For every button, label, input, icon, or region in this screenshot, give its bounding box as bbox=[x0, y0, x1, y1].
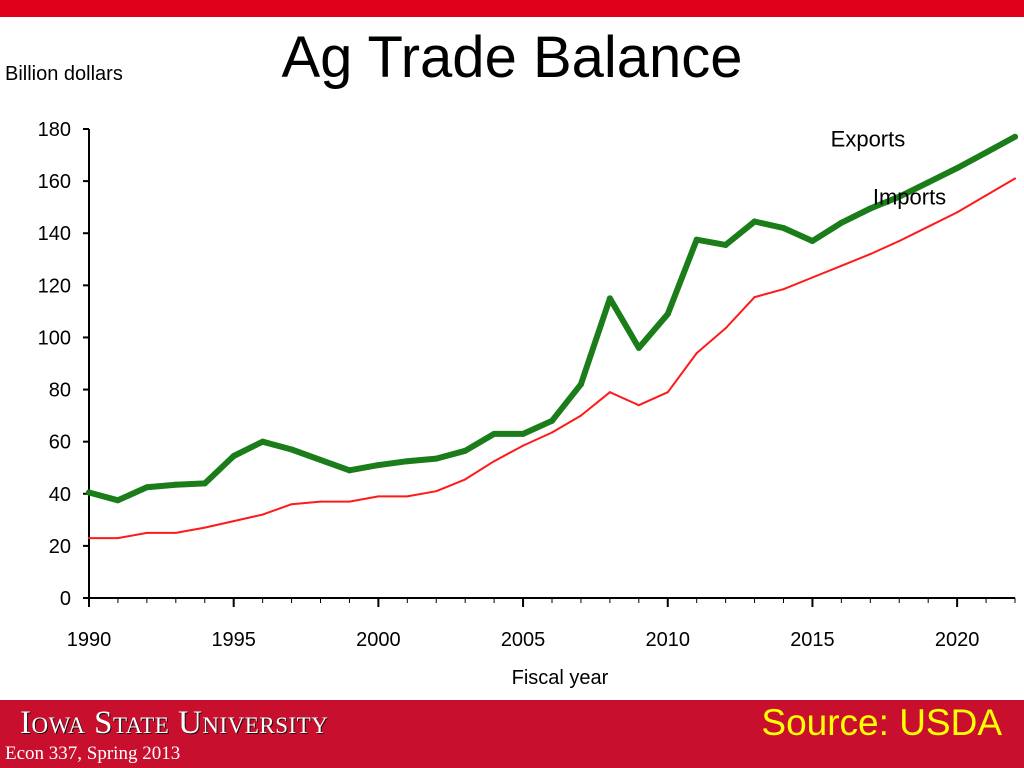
exports-point bbox=[462, 447, 469, 454]
imports-point bbox=[116, 537, 119, 540]
x-tick-label: 1995 bbox=[211, 629, 256, 651]
slide-title: Ag Trade Balance bbox=[281, 25, 743, 90]
y-tick-label: 160 bbox=[38, 171, 71, 193]
imports-point bbox=[232, 520, 235, 523]
x-tick-label: 2020 bbox=[935, 629, 980, 651]
imports-point bbox=[985, 194, 988, 197]
imports-point bbox=[261, 513, 264, 516]
x-tick-label: 1990 bbox=[67, 629, 112, 651]
top-accent-bar bbox=[0, 0, 1024, 17]
exports-point bbox=[577, 381, 584, 388]
imports-point bbox=[724, 327, 727, 330]
source-label: Source: USDA bbox=[761, 702, 1002, 743]
imports-point bbox=[493, 460, 496, 463]
y-tick-label: 80 bbox=[49, 380, 71, 402]
exports-point bbox=[1012, 133, 1018, 140]
exports-point bbox=[983, 149, 990, 156]
exports-point bbox=[954, 165, 961, 172]
trade-balance-chart: 0 20 40 60 80 100 120 140 160 180 1990 1995 2000 2005… bbox=[5, 63, 1018, 689]
exports-point bbox=[896, 193, 903, 200]
imports-point bbox=[956, 211, 959, 214]
footer-bar: Iowa State University Econ 337, Spring 2… bbox=[0, 700, 1024, 768]
exports-point bbox=[288, 446, 295, 453]
imports-point bbox=[551, 431, 553, 434]
x-tick-label: 2010 bbox=[646, 629, 691, 651]
imports-point bbox=[869, 253, 872, 256]
imports-point bbox=[377, 495, 380, 498]
imports-point bbox=[637, 404, 640, 407]
university-wordmark: Iowa State University bbox=[20, 705, 329, 741]
imports-point bbox=[145, 531, 148, 534]
imports-point bbox=[579, 414, 582, 417]
y-tick-label: 100 bbox=[38, 327, 71, 349]
y-tick-label: 120 bbox=[38, 275, 71, 297]
exports-point bbox=[867, 205, 874, 212]
imports-point bbox=[695, 352, 698, 355]
exports-point bbox=[751, 218, 758, 225]
imports-point bbox=[840, 264, 843, 267]
exports-point bbox=[693, 236, 700, 243]
imports-point bbox=[203, 526, 206, 529]
imports-point bbox=[1014, 177, 1016, 180]
exports-point bbox=[404, 458, 411, 465]
imports-point bbox=[406, 495, 409, 498]
imports-point bbox=[898, 240, 901, 243]
exports-point bbox=[259, 438, 266, 445]
exports-point bbox=[86, 489, 92, 496]
exports-point bbox=[838, 219, 845, 226]
imports-point bbox=[174, 531, 177, 534]
imports-point bbox=[522, 444, 525, 447]
exports-point bbox=[635, 344, 642, 351]
exports-point bbox=[317, 456, 324, 463]
imports-point bbox=[435, 490, 438, 493]
course-label: Econ 337, Spring 2013 bbox=[5, 743, 181, 764]
imports-point bbox=[88, 537, 90, 540]
imports-point bbox=[927, 225, 930, 228]
exports-point bbox=[520, 430, 527, 437]
imports-point bbox=[782, 288, 785, 291]
exports-point bbox=[549, 417, 555, 424]
y-tick-label: 60 bbox=[49, 432, 71, 454]
imports-line bbox=[88, 177, 1016, 540]
exports-point bbox=[375, 462, 382, 469]
exports-point bbox=[722, 241, 729, 248]
x-tick-label: 2000 bbox=[356, 629, 401, 651]
exports-point bbox=[201, 480, 208, 487]
y-axis-title: Billion dollars bbox=[5, 63, 123, 85]
exports-point bbox=[606, 295, 613, 302]
imports-series-label: Imports bbox=[873, 185, 946, 210]
exports-point bbox=[433, 455, 440, 462]
y-tick-label: 0 bbox=[60, 588, 71, 610]
exports-series-label: Exports bbox=[831, 127, 906, 152]
y-tick-label: 20 bbox=[49, 536, 71, 558]
x-tick-label: 2015 bbox=[790, 629, 835, 651]
x-axis-title: Fiscal year bbox=[512, 667, 609, 689]
exports-point bbox=[664, 310, 671, 317]
y-tick-label: 180 bbox=[38, 119, 71, 141]
exports-point bbox=[114, 497, 121, 504]
exports-point bbox=[925, 179, 932, 186]
y-tick-label: 140 bbox=[38, 223, 71, 245]
exports-point bbox=[230, 452, 237, 459]
exports-point bbox=[780, 225, 787, 232]
imports-point bbox=[811, 276, 814, 279]
imports-point bbox=[290, 503, 293, 506]
exports-point bbox=[143, 484, 150, 491]
imports-point bbox=[464, 478, 467, 481]
imports-point bbox=[348, 500, 351, 503]
x-tick-label: 2005 bbox=[501, 629, 546, 651]
y-tick-label: 40 bbox=[49, 484, 71, 506]
imports-point bbox=[666, 391, 669, 394]
exports-point bbox=[346, 467, 353, 474]
exports-point bbox=[809, 238, 816, 245]
imports-point bbox=[753, 296, 756, 299]
exports-point bbox=[491, 430, 498, 437]
imports-point bbox=[608, 391, 611, 394]
imports-point bbox=[319, 500, 322, 503]
exports-point bbox=[172, 481, 179, 488]
